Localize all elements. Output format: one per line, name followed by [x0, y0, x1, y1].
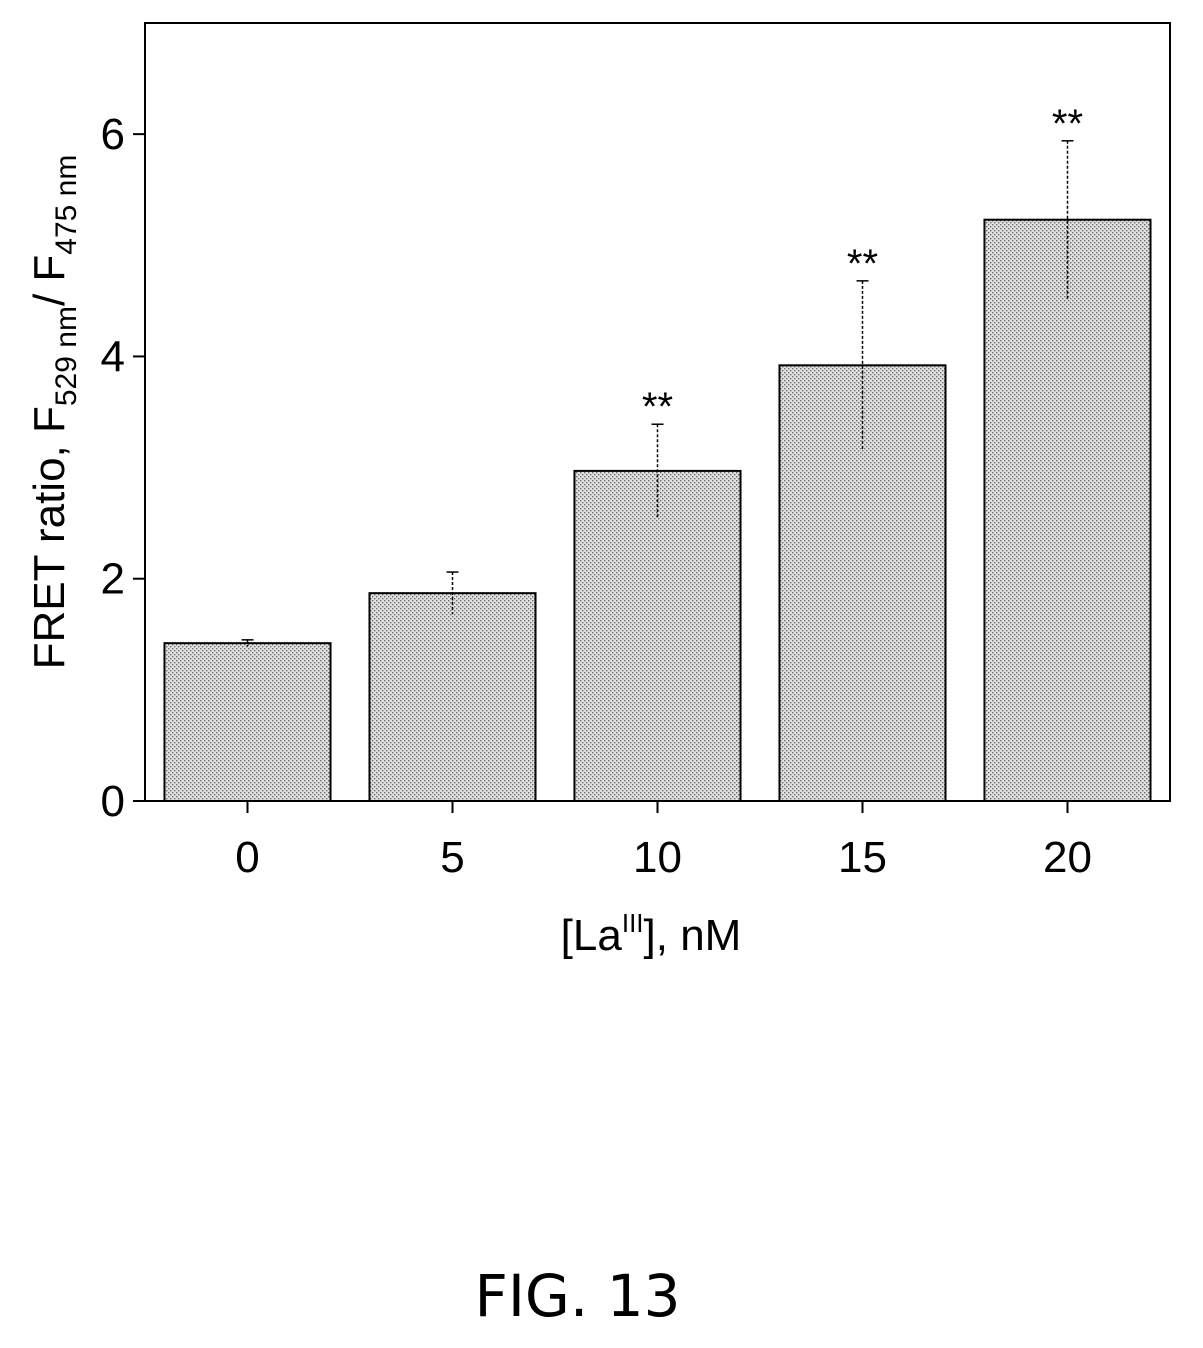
x-tick-label-15: 15 — [838, 833, 887, 882]
bar-20 — [983, 218, 1152, 803]
x-axis: 0 5 10 15 20 — [235, 801, 1092, 882]
y-tick-label-6: 6 — [101, 110, 125, 159]
bar-10 — [573, 469, 742, 802]
x-tick-label-10: 10 — [633, 833, 682, 882]
y-axis-title: FRET ratio, F529 nm/ F475 nm — [25, 155, 83, 670]
y-tick-label-0: 0 — [101, 777, 125, 826]
x-axis-title: [LaIII], nM — [561, 908, 742, 960]
significance-label-20: ** — [1052, 102, 1083, 146]
significance-label-15: ** — [847, 242, 878, 286]
bar-15 — [778, 364, 947, 802]
x-tick-label-20: 20 — [1043, 833, 1092, 882]
figure-caption: FIG. 13 — [474, 1262, 681, 1330]
bar-0 — [163, 642, 332, 802]
y-axis: 0 2 4 6 — [101, 110, 145, 826]
significance-markers: ** ** ** — [642, 102, 1083, 429]
y-tick-label-4: 4 — [101, 332, 125, 381]
significance-label-10: ** — [642, 385, 673, 429]
error-bars — [241, 140, 1074, 647]
x-tick-label-5: 5 — [440, 833, 464, 882]
bar-5 — [368, 592, 537, 802]
x-tick-label-0: 0 — [235, 833, 259, 882]
y-tick-label-2: 2 — [101, 555, 125, 604]
